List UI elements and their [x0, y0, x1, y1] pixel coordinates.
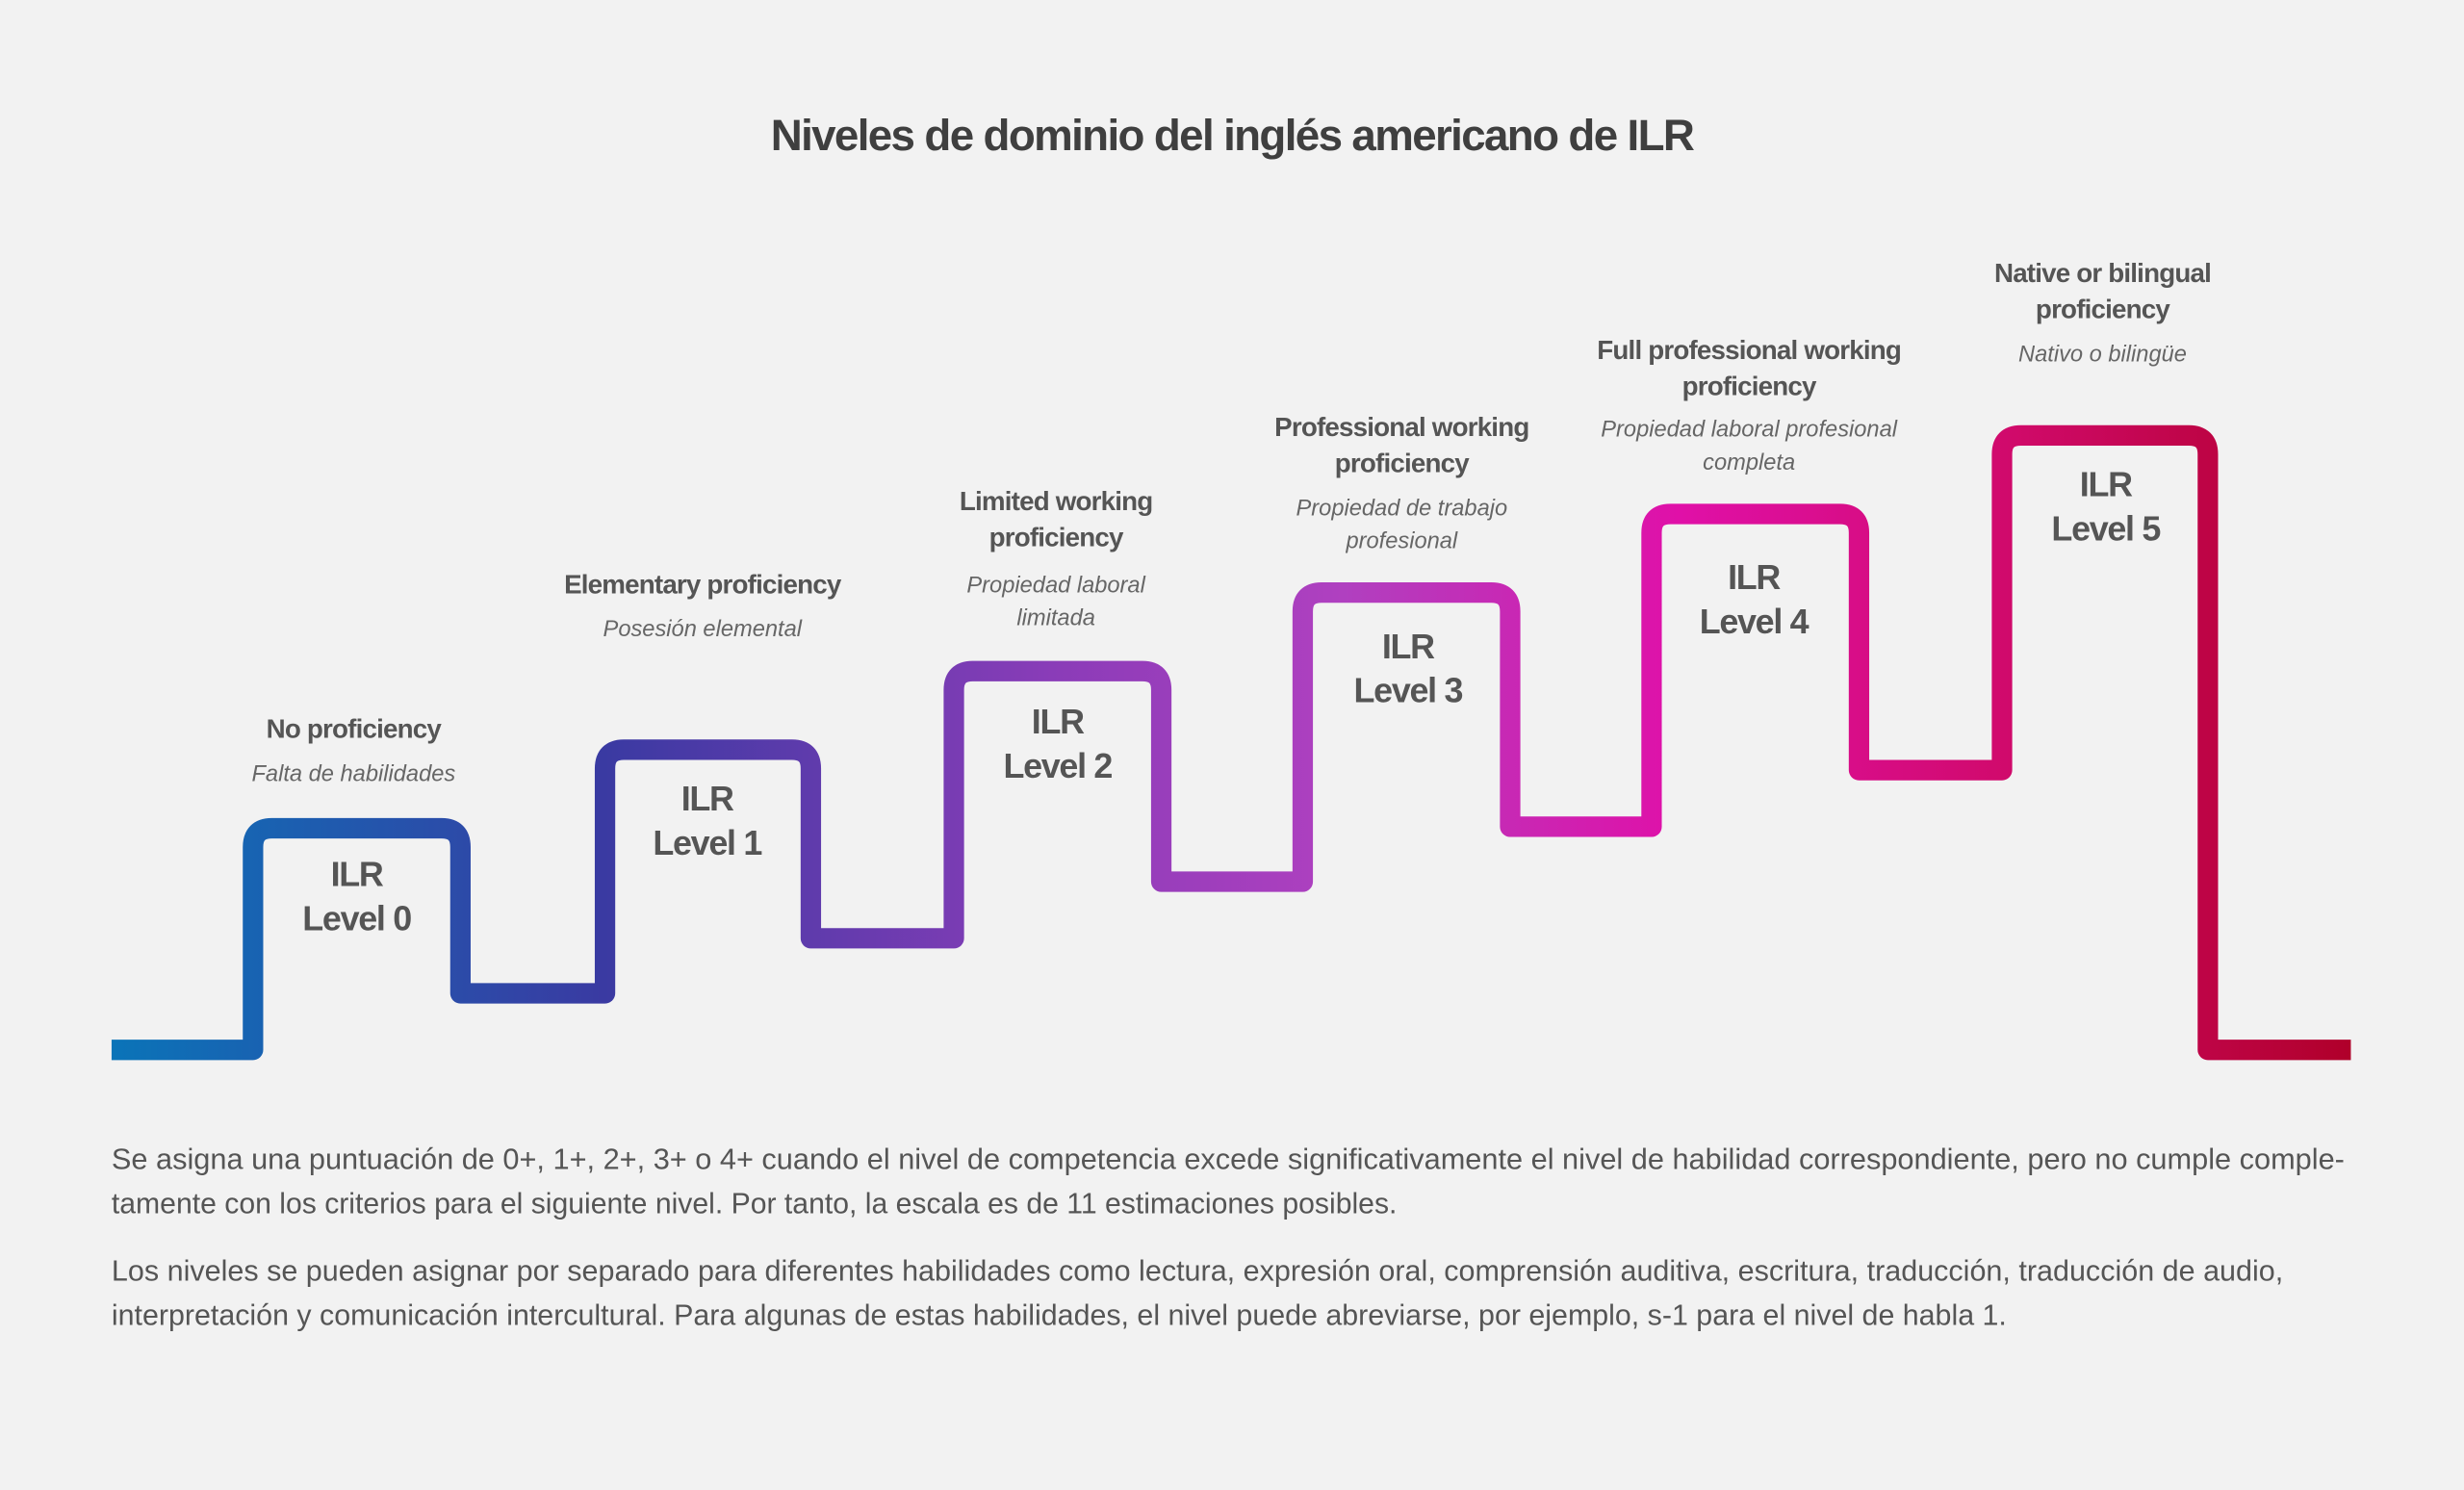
- level-badge: Level 1: [653, 823, 761, 862]
- level-spanish: profesional: [1345, 529, 1457, 554]
- paragraph-line: interpretación y comunicación intercultu…: [112, 1299, 2007, 1331]
- paragraph-line: Los niveles se pueden asignar por separa…: [112, 1256, 2283, 1288]
- level-badge: Level 4: [1700, 602, 1810, 641]
- level-badge: Level 3: [1354, 671, 1463, 710]
- level-english: Limited working: [960, 486, 1153, 516]
- level-english: proficiency: [1335, 449, 1470, 478]
- level-badge: Level 2: [1003, 746, 1112, 785]
- staircase: [111, 424, 2351, 1061]
- level-spanish: limitada: [1016, 606, 1095, 631]
- level-english: Full professional working: [1597, 335, 1901, 365]
- level-english: proficiency: [1682, 372, 1817, 401]
- level-english: No proficiency: [267, 714, 443, 744]
- level-english: Native or bilingual: [1994, 258, 2211, 288]
- level-badge: ILR: [681, 779, 734, 818]
- level-spanish: Nativo o bilingüe: [2018, 342, 2187, 367]
- level-badge: Level 5: [2051, 508, 2160, 548]
- level-english: Professional working: [1274, 412, 1528, 442]
- level-english: proficiency: [2036, 295, 2170, 324]
- level-spanish: Propiedad de trabajo: [1296, 496, 1508, 521]
- paragraph-line: tamente con los criterios para el siguie…: [112, 1188, 1398, 1220]
- level-badge: ILR: [1382, 627, 1435, 666]
- level-english: proficiency: [989, 522, 1124, 552]
- level-spanish: Propiedad laboral: [966, 573, 1145, 598]
- level-spanish: completa: [1703, 450, 1795, 475]
- level-badge: ILR: [1728, 557, 1781, 597]
- level-badge: Level 0: [302, 898, 411, 938]
- title: Niveles de dominio del inglés americano …: [771, 111, 1695, 160]
- level-spanish: Posesión elemental: [603, 617, 803, 642]
- paragraph-line: Se asigna una puntuación de 0+, 1+, 2+, …: [112, 1144, 2345, 1176]
- level-spanish: Propiedad laboral profesional: [1601, 418, 1897, 443]
- level-badge: ILR: [1032, 702, 1085, 741]
- level-badge: ILR: [2080, 465, 2133, 504]
- level-badge: ILR: [331, 855, 384, 894]
- level-english: Elementary proficiency: [564, 569, 842, 599]
- level-spanish: Falta de habilidades: [251, 761, 455, 786]
